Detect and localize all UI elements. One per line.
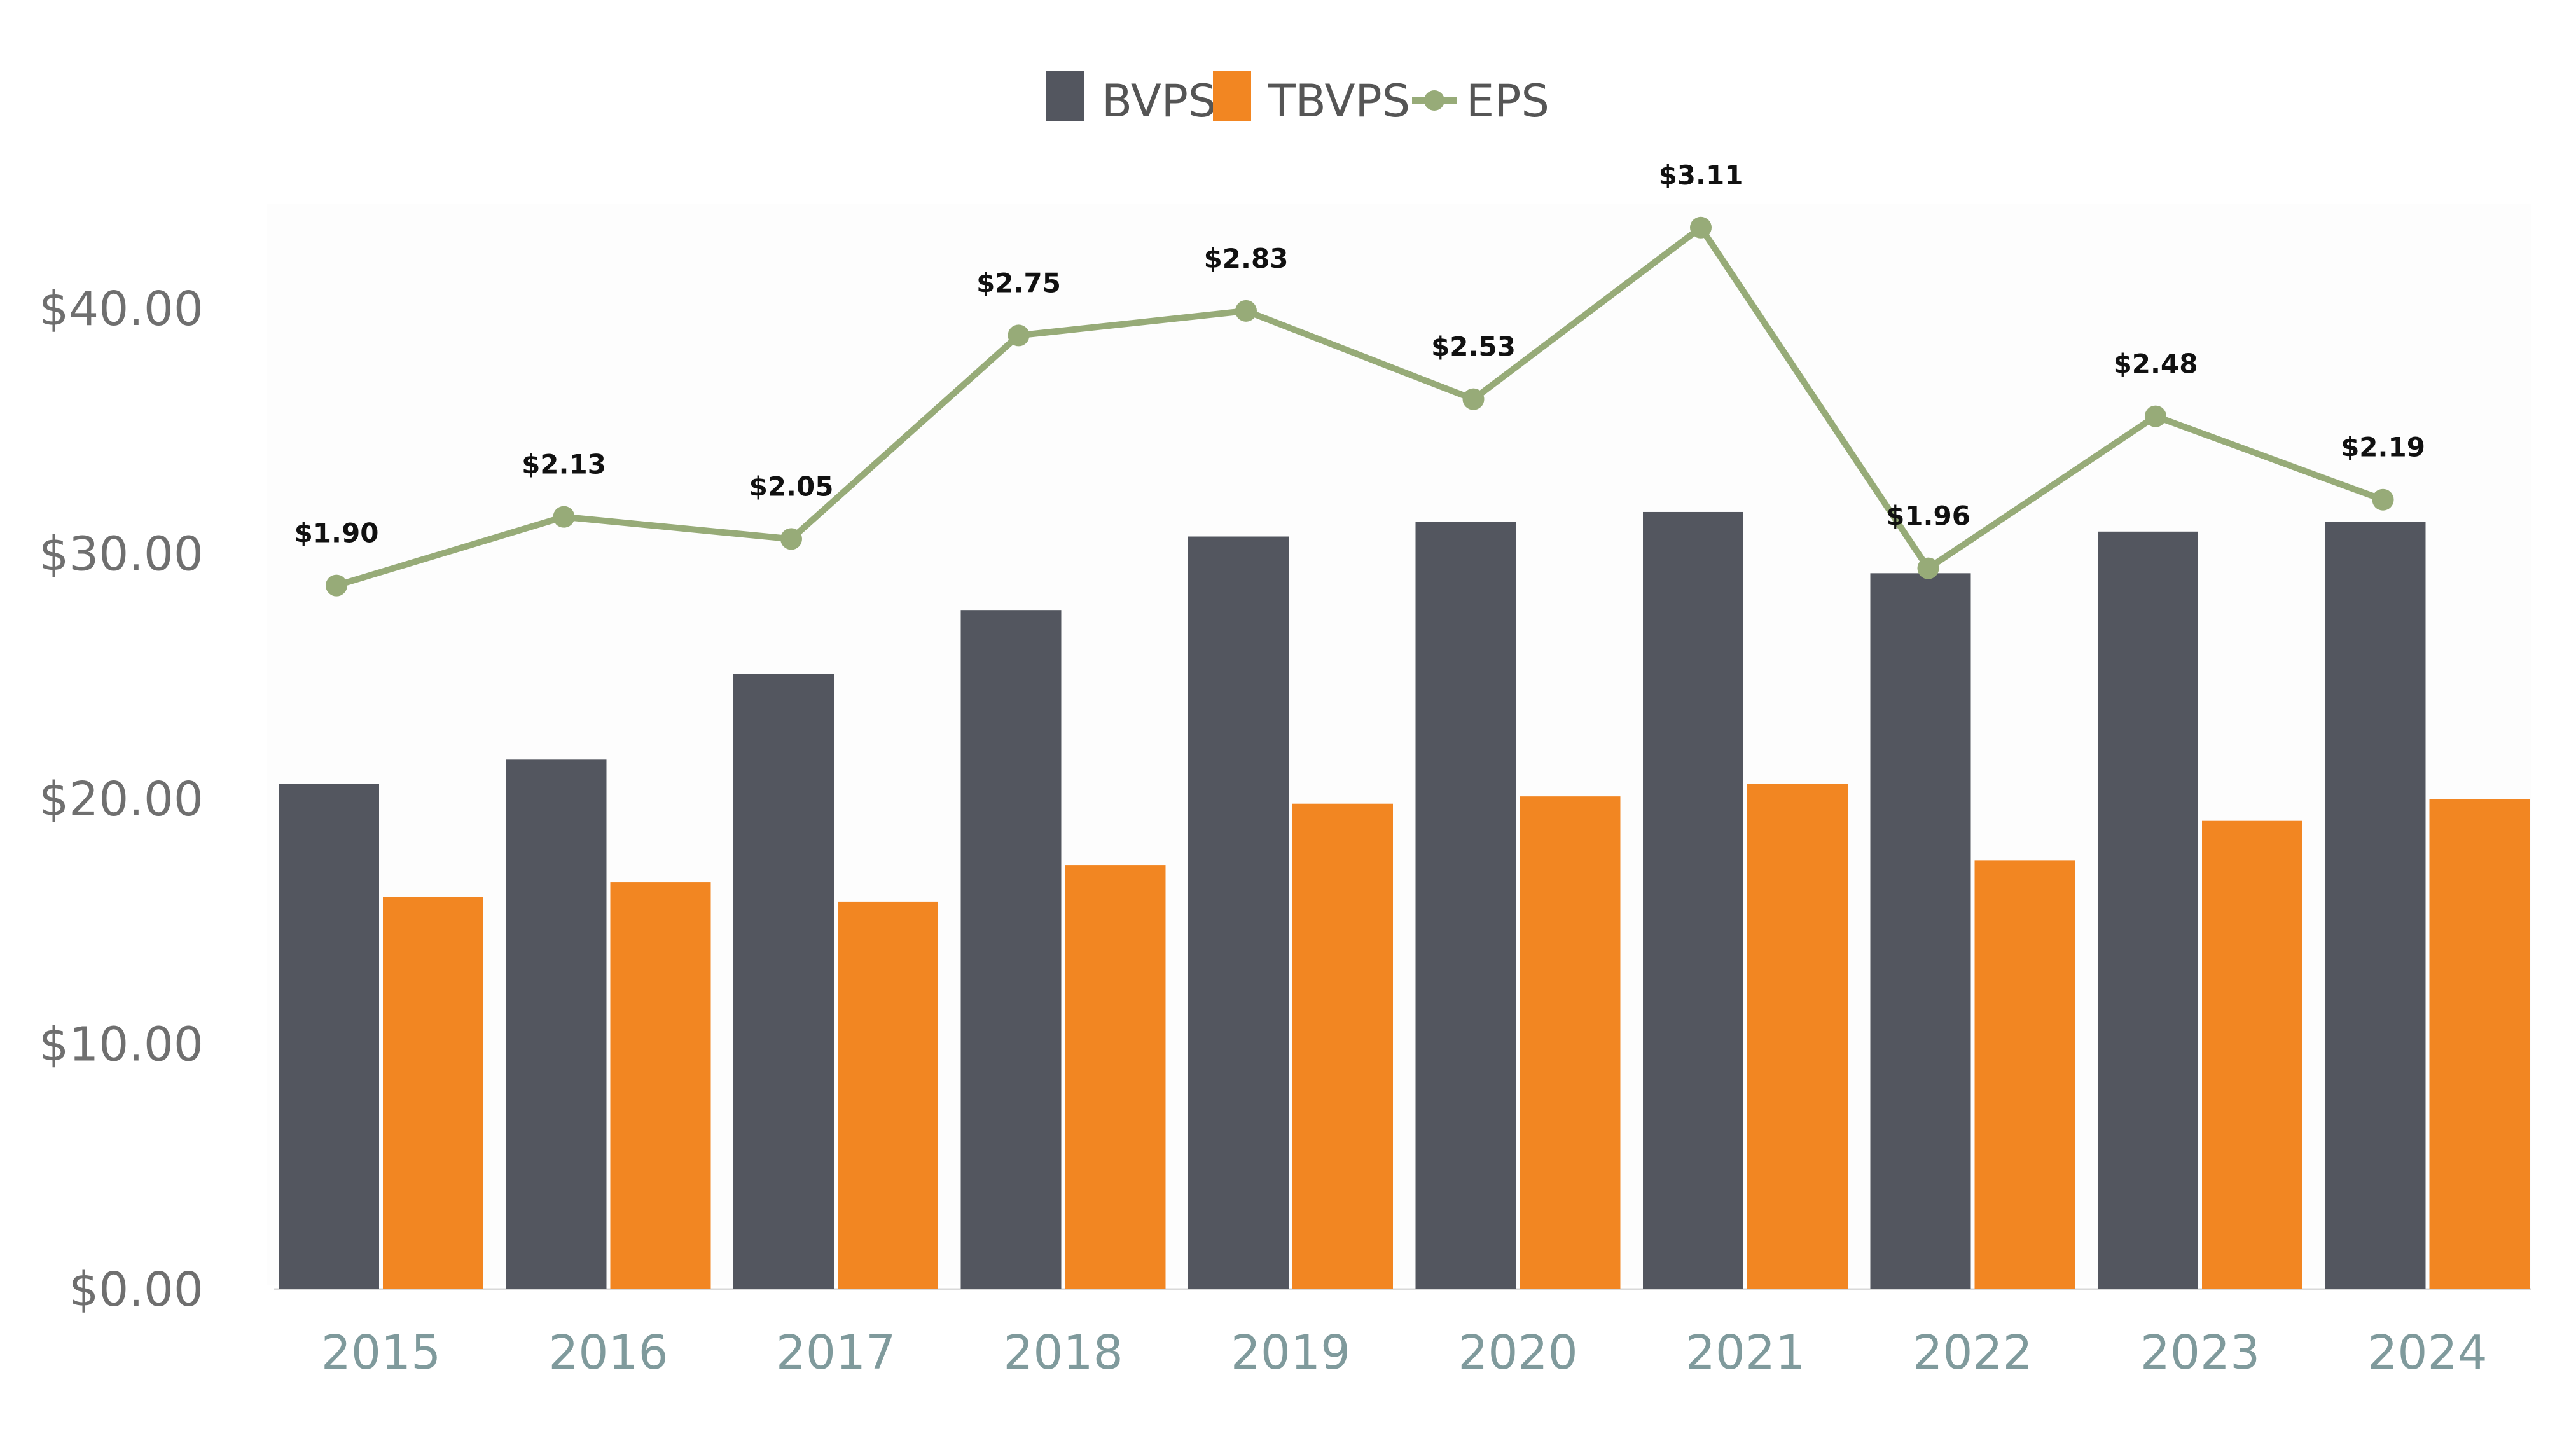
eps-data-label: $2.48	[2114, 349, 2198, 380]
bar-tbvps	[610, 882, 711, 1289]
y-tick-label: $20.00	[39, 772, 204, 827]
eps-point	[1235, 300, 1257, 322]
eps-data-label: $2.19	[2341, 432, 2425, 463]
eps-series: $1.90 $2.13 $2.05 $2.75 $2.83 $2.53 $3.11 $1.96…	[294, 160, 2425, 597]
bar-tbvps	[2202, 820, 2302, 1289]
eps-data-label: $2.83	[1204, 243, 1289, 274]
legend-label-bvps: BVPS	[1102, 75, 1216, 127]
y-tick-label: $40.00	[39, 282, 204, 336]
y-tick-label: $0.00	[69, 1262, 204, 1317]
x-tick-label: 2017	[776, 1325, 896, 1380]
x-tick-label: 2022	[1913, 1325, 2032, 1380]
eps-point	[1690, 216, 1712, 238]
eps-data-label: $2.13	[522, 449, 606, 480]
eps-line	[335, 224, 2385, 589]
bar-tbvps	[2429, 799, 2530, 1289]
eps-point	[2145, 405, 2166, 427]
eps-data-label: $2.75	[976, 267, 1061, 298]
legend-label-tbvps: TBVPS	[1268, 75, 1410, 127]
eps-point	[2372, 488, 2394, 511]
bar-tbvps	[1747, 784, 1848, 1289]
bar-bvps	[733, 674, 834, 1289]
bar-bvps	[506, 759, 607, 1289]
x-tick-label: 2019	[1231, 1325, 1350, 1380]
bar-tbvps	[1974, 860, 2075, 1289]
y-axis-ticks: $0.00 $10.00 $20.00 $30.00 $40.00	[39, 282, 204, 1317]
bar-bvps	[1415, 522, 1516, 1289]
bar-tbvps	[1292, 803, 1393, 1289]
x-tick-label: 2015	[321, 1325, 441, 1380]
bar-bvps	[1188, 536, 1289, 1289]
eps-data-label: $3.11	[1659, 160, 1743, 191]
legend-label-eps: EPS	[1466, 75, 1549, 127]
x-tick-label: 2018	[1003, 1325, 1123, 1380]
x-tick-label: 2020	[1458, 1325, 1577, 1380]
bar-bvps	[2098, 531, 2198, 1290]
legend-marker-eps	[1424, 90, 1444, 111]
bars	[279, 511, 2530, 1290]
eps-point	[553, 506, 575, 528]
eps-data-label: $2.05	[749, 471, 834, 502]
bar-tbvps	[838, 901, 938, 1289]
x-tick-label: 2016	[548, 1325, 668, 1380]
bar-bvps	[960, 610, 1062, 1289]
legend-swatch-bvps	[1046, 71, 1084, 121]
eps-point	[326, 574, 347, 597]
x-tick-label: 2024	[2367, 1325, 2487, 1380]
bar-tbvps	[1065, 865, 1166, 1289]
eps-point	[780, 528, 802, 550]
x-axis-labels: 2015 2016 2017 2018 2019 2020 2021 2022 2023 2024	[321, 1325, 2488, 1380]
bar-bvps	[1870, 573, 1971, 1289]
bar-tbvps	[1520, 796, 1621, 1289]
x-tick-label: 2023	[2140, 1325, 2260, 1380]
bar-bvps	[2325, 522, 2426, 1289]
eps-data-label: $1.96	[1886, 501, 1970, 532]
legend-swatch-tbvps	[1213, 71, 1251, 121]
eps-data-label: $2.53	[1431, 331, 1516, 363]
eps-data-label: $1.90	[294, 518, 379, 549]
bar-bvps	[1643, 511, 1743, 1289]
eps-point	[1008, 324, 1030, 347]
y-tick-label: $10.00	[39, 1018, 204, 1072]
x-tick-label: 2021	[1686, 1325, 1805, 1380]
y-tick-label: $30.00	[39, 527, 204, 582]
bar-bvps	[279, 784, 379, 1289]
bar-tbvps	[383, 897, 483, 1289]
eps-point	[1917, 557, 1939, 579]
eps-point	[1462, 388, 1485, 410]
legend: BVPS TBVPS EPS	[1046, 71, 1549, 127]
